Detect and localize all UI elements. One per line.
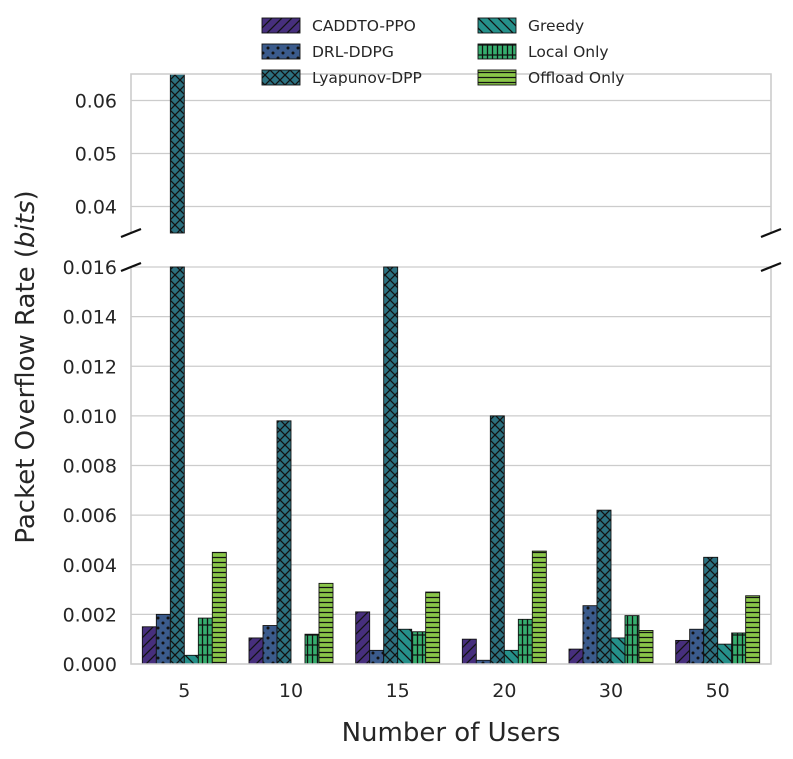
bar-hatch [277,420,291,664]
bar-hatch [355,611,370,664]
bar-hatch [490,415,505,664]
axis-break-mark [760,227,782,239]
y-axis-title-suffix: ) [11,190,41,200]
bar-hatch [611,637,625,664]
legend-swatch-hatch [478,18,516,33]
y-tick-label-lower: 0.006 [63,505,117,527]
legend-label-lyapunov-dpp: Lyapunov-DPP [312,69,422,87]
y-tick-label-upper: 0.04 [75,197,117,219]
bar-hatch [476,660,491,664]
legend-label-drl-ddpg: DRL-DDPG [312,43,394,61]
x-tick-label: 50 [706,680,730,702]
bar-hatch [625,615,639,664]
bar-hatch [597,510,611,664]
axes-frame [120,73,782,665]
bar-hatch [170,74,185,233]
bar-hatch [425,592,440,664]
x-tick-label: 30 [599,680,623,702]
y-axis-title-prefix: Packet Overflow Rate ( [11,248,41,544]
y-tick-label-lower: 0.014 [63,307,117,329]
y-tick-label-lower: 0.012 [63,356,117,378]
bar-hatch [639,630,653,664]
y-tick-label-lower: 0.016 [63,257,117,279]
y-axis-title: Packet Overflow Rate (bits) [11,190,41,543]
grid [131,99,771,665]
x-tick-label: 5 [178,680,190,702]
legend-swatch-hatch [262,18,300,33]
bar-hatch [569,649,583,664]
axis-break-mark [760,261,782,273]
bar-hatch [397,629,412,664]
x-axis-title: Number of Users [342,718,561,748]
bar-hatch [504,650,519,664]
bar-hatch [689,629,704,664]
legend-swatch-hatch [262,44,300,59]
y-tick-label-lower: 0.008 [63,456,117,478]
bar-hatch [717,644,732,664]
bar-hatch [462,639,477,664]
bar-hatch [319,583,333,664]
y-axis-title-unit: bits [11,200,41,247]
lower-panel-frame [130,267,772,665]
bar-hatch [249,637,263,664]
y-tick-label-upper: 0.06 [75,91,117,113]
bar-hatch [675,640,690,664]
bar-hatch [383,267,398,664]
legend-label-greedy: Greedy [528,17,584,35]
tick-labels: 0.000 0.002 0.004 0.006 0.008 0.010 0.012 0.014… [63,91,730,703]
legend: CADDTO-PPO DRL-DDPG Lyapunov-DPP Greedy Loca… [261,17,624,87]
bars [141,73,761,665]
bar-hatch [263,625,277,664]
legend-label-offload-only: Offload Only [528,69,624,87]
bar-hatch [532,551,547,664]
bar-hatch [411,631,426,664]
x-tick-label: 10 [279,680,303,702]
axis-break-mark [120,227,142,239]
y-tick-label-lower: 0.002 [63,604,117,626]
upper-panel-frame [130,73,772,233]
axis-break-mark [120,261,142,273]
legend-label-local-only: Local Only [528,43,609,61]
bar-hatch [305,634,319,664]
x-tick-label: 20 [492,680,516,702]
legend-swatch-hatch [478,44,516,59]
bar-hatch [518,619,533,664]
bar-hatch [156,614,171,664]
y-tick-label-lower: 0.004 [63,555,117,577]
bar-hatch [703,557,718,664]
bar-hatch [745,595,760,664]
bar-hatch [583,605,597,664]
bar-hatch [731,632,746,664]
y-tick-label-upper: 0.05 [75,144,117,166]
bar-hatch [184,655,199,664]
bar-hatch [369,650,384,664]
legend-label-caddto-ppo: CADDTO-PPO [312,17,416,35]
bar-hatch [170,267,185,664]
legend-swatch-hatch [262,70,300,85]
y-tick-label-lower: 0.000 [63,654,117,676]
y-tick-label-lower: 0.010 [63,406,117,428]
bar-hatch [142,626,157,664]
x-tick-label: 15 [386,680,410,702]
bar-hatch [198,618,213,664]
bar-hatch [212,552,227,664]
legend-swatch-hatch [478,70,516,85]
